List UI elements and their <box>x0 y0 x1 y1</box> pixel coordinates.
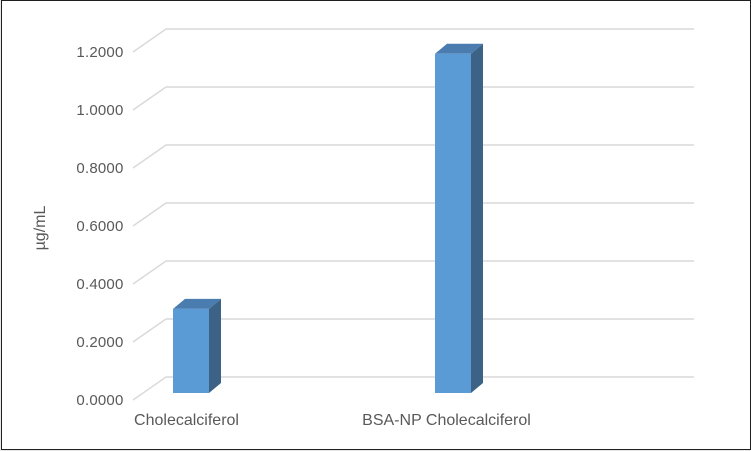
y-tick-label: 0.6000 <box>76 218 124 235</box>
y-tick-label: 1.2000 <box>76 44 124 61</box>
x-category-label: Cholecalciferol <box>134 412 239 429</box>
y-tick-label: 0.0000 <box>76 392 124 409</box>
gridlines <box>132 28 694 401</box>
y-tick-label: 0.8000 <box>76 160 124 177</box>
bars <box>172 43 483 393</box>
y-tick-label: 0.4000 <box>76 276 124 293</box>
y-tick-label: 1.0000 <box>76 102 124 119</box>
x-category-label: BSA-NP Cholecalciferol <box>362 412 531 429</box>
y-tick-label: 0.2000 <box>76 334 124 351</box>
